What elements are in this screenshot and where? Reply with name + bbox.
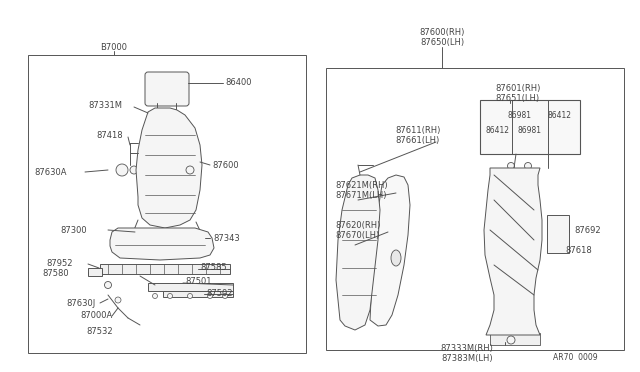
Circle shape [104,282,111,289]
Ellipse shape [391,250,401,266]
Text: 87618: 87618 [565,246,592,254]
Text: 87692: 87692 [574,225,600,234]
Text: 87601(RH): 87601(RH) [495,83,540,93]
Circle shape [116,164,128,176]
Text: 87331M: 87331M [88,100,122,109]
Text: 87532: 87532 [86,327,113,337]
Text: 87651(LH): 87651(LH) [495,93,539,103]
Circle shape [200,234,209,243]
Circle shape [507,336,515,344]
Text: 87580: 87580 [42,269,68,279]
Circle shape [123,233,133,243]
Bar [28,55,306,353]
Circle shape [115,297,121,303]
Circle shape [152,294,157,298]
Text: 87502: 87502 [206,289,232,298]
Text: 87585: 87585 [200,263,227,273]
Circle shape [207,294,212,298]
Text: 87611(RH): 87611(RH) [395,125,440,135]
Circle shape [168,294,173,298]
Text: 87630J: 87630J [66,298,95,308]
Bar [480,100,580,154]
Text: 87000A: 87000A [80,311,112,321]
Text: 87501: 87501 [185,278,211,286]
Text: 87300: 87300 [60,225,86,234]
Ellipse shape [359,254,369,270]
Bar [100,264,230,274]
Text: 87333M(RH): 87333M(RH) [440,343,493,353]
Text: 86412: 86412 [548,110,572,119]
Bar [148,283,233,291]
Polygon shape [110,228,214,260]
Text: 86412: 86412 [485,125,509,135]
Text: 87650(LH): 87650(LH) [420,38,464,46]
Circle shape [188,294,193,298]
Text: 87383M(LH): 87383M(LH) [441,353,493,362]
Text: 87600: 87600 [212,160,239,170]
Polygon shape [336,175,380,330]
Polygon shape [370,175,410,326]
Circle shape [223,294,227,298]
Bar [326,68,624,350]
Text: 87661(LH): 87661(LH) [395,135,439,144]
Circle shape [130,166,138,174]
FancyBboxPatch shape [145,72,189,106]
Text: 87620(RH): 87620(RH) [335,221,380,230]
Text: 87418: 87418 [96,131,123,140]
Text: 86981: 86981 [518,125,542,135]
Text: 86981: 86981 [508,110,532,119]
Circle shape [525,163,531,170]
Text: 87621M(RH): 87621M(RH) [335,180,388,189]
Polygon shape [484,168,542,335]
Bar [163,291,233,297]
Bar [490,333,540,345]
Circle shape [186,166,194,174]
Text: 87952: 87952 [46,259,72,267]
Text: 87630A: 87630A [34,167,67,176]
Circle shape [508,163,515,170]
Text: 87600(RH): 87600(RH) [419,28,465,36]
Text: B7000: B7000 [100,42,127,51]
Text: 87343: 87343 [213,234,240,243]
Bar [547,215,569,253]
Bar [88,268,102,276]
Text: 86400: 86400 [225,77,252,87]
Text: 87671M(LH): 87671M(LH) [335,190,387,199]
Text: 87670(LH): 87670(LH) [335,231,380,240]
Text: AR70  0009: AR70 0009 [554,353,598,362]
Polygon shape [136,108,202,228]
